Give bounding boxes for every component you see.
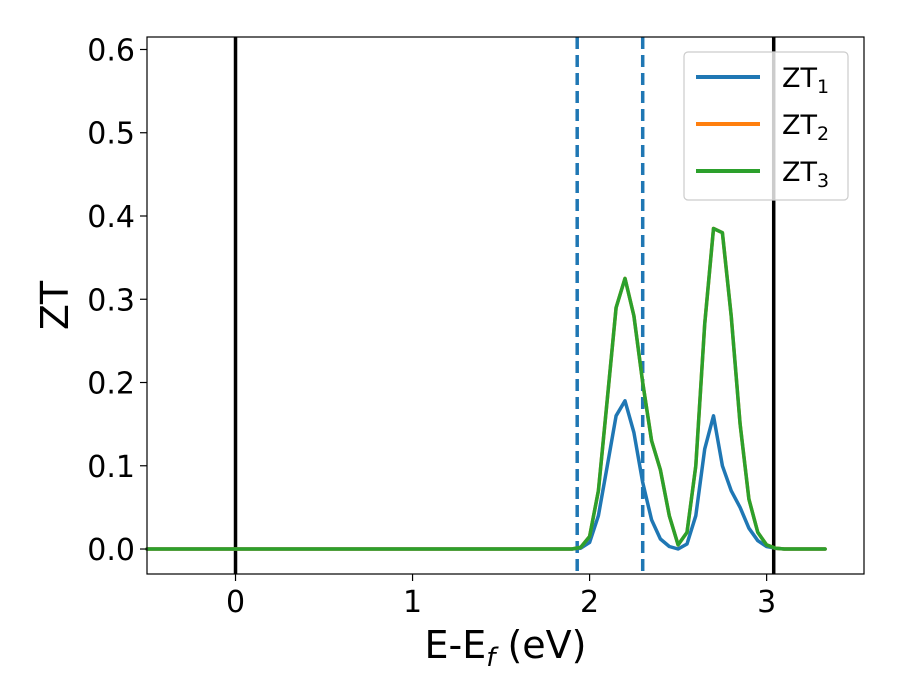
legend-label-zt1: ZT1 xyxy=(782,63,829,98)
x-axis-label-unit: (eV) xyxy=(495,623,586,667)
x-tick-label-3: 3 xyxy=(757,585,776,620)
plot-frame xyxy=(146,36,865,575)
series-line-zt3 xyxy=(145,226,827,551)
y-tick-label-5: 0.5 xyxy=(87,117,135,152)
legend: ZT1 ZT2 ZT3 xyxy=(683,51,849,201)
x-tick-label-0: 0 xyxy=(226,585,245,620)
x-axis: 0 1 2 3 xyxy=(226,574,776,620)
legend-label-zt3: ZT3 xyxy=(782,157,829,192)
legend-entry-zt2: ZT2 xyxy=(696,110,829,145)
series-line-zt2 xyxy=(145,226,827,551)
series-line-zt1 xyxy=(145,399,827,551)
y-tick-label-0: 0.0 xyxy=(87,533,135,568)
legend-label-zt2: ZT2 xyxy=(782,110,829,145)
y-tick-label-3: 0.3 xyxy=(87,283,135,318)
y-tick-label-2: 0.2 xyxy=(87,367,135,402)
legend-box xyxy=(683,51,849,201)
x-tick-label-1: 1 xyxy=(403,585,422,620)
y-axis-label: ZT xyxy=(33,280,77,330)
legend-entry-zt1: ZT1 xyxy=(696,63,829,98)
x-axis-label: E-Ef (eV) xyxy=(425,623,587,673)
x-tick-label-2: 2 xyxy=(580,585,599,620)
y-axis: 0.0 0.1 0.2 0.3 0.4 0.5 0.6 xyxy=(87,33,147,568)
y-tick-label-4: 0.4 xyxy=(87,200,135,235)
y-tick-label-6: 0.6 xyxy=(87,33,135,68)
legend-entry-zt3: ZT3 xyxy=(696,157,829,192)
x-axis-label-main: E-E xyxy=(425,623,487,667)
y-tick-label-1: 0.1 xyxy=(87,450,135,485)
